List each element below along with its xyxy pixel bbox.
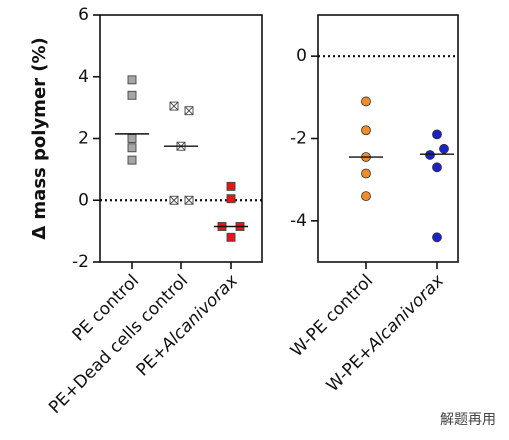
data-point (361, 125, 371, 136)
marker-box (127, 155, 137, 165)
y-tick-label: -2 (290, 129, 307, 149)
marker-box (226, 194, 236, 204)
marker-box (127, 134, 137, 143)
data-point (361, 168, 371, 179)
data-point (169, 101, 179, 111)
data-point (226, 232, 236, 242)
data-point (432, 129, 442, 140)
data-point (127, 143, 137, 153)
marker-box (226, 232, 236, 242)
x-tick-label: W-PE+Alcanivorax (323, 270, 449, 396)
marker-cross (169, 101, 179, 111)
data-point (425, 150, 435, 160)
marker-box (127, 90, 137, 100)
data-point (127, 75, 137, 85)
y-tick-label: 0 (296, 46, 307, 66)
x-tick-label-part: Alcanivorax (363, 270, 449, 356)
y-tick-label: 4 (78, 67, 89, 87)
data-point (226, 181, 236, 191)
data-point (226, 194, 236, 204)
data-point (361, 191, 371, 202)
marker-box (127, 143, 137, 153)
y-tick-label: 0 (78, 190, 89, 210)
watermark: 解题再用 (440, 412, 496, 428)
x-tick-label-part: W-PE+ (323, 341, 378, 396)
data-point (169, 195, 179, 205)
y-tick-label: 2 (78, 129, 89, 149)
y-tick-label: -4 (290, 211, 307, 231)
data-point (439, 143, 449, 154)
data-point (184, 195, 194, 205)
data-point (432, 162, 442, 173)
data-point (432, 232, 442, 243)
y-tick-label: -2 (72, 252, 89, 272)
marker-cross (184, 195, 194, 205)
data-point (184, 106, 194, 116)
y-tick-label: 6 (78, 5, 89, 25)
marker-box (226, 181, 236, 191)
data-point (361, 96, 371, 107)
marker-cross (184, 106, 194, 116)
data-point (127, 90, 137, 100)
data-point (127, 134, 137, 143)
marker-cross (169, 195, 179, 205)
y-axis-label: Δ mass polymer (%) (29, 37, 50, 240)
marker-box (127, 75, 137, 85)
data-point (127, 155, 137, 165)
